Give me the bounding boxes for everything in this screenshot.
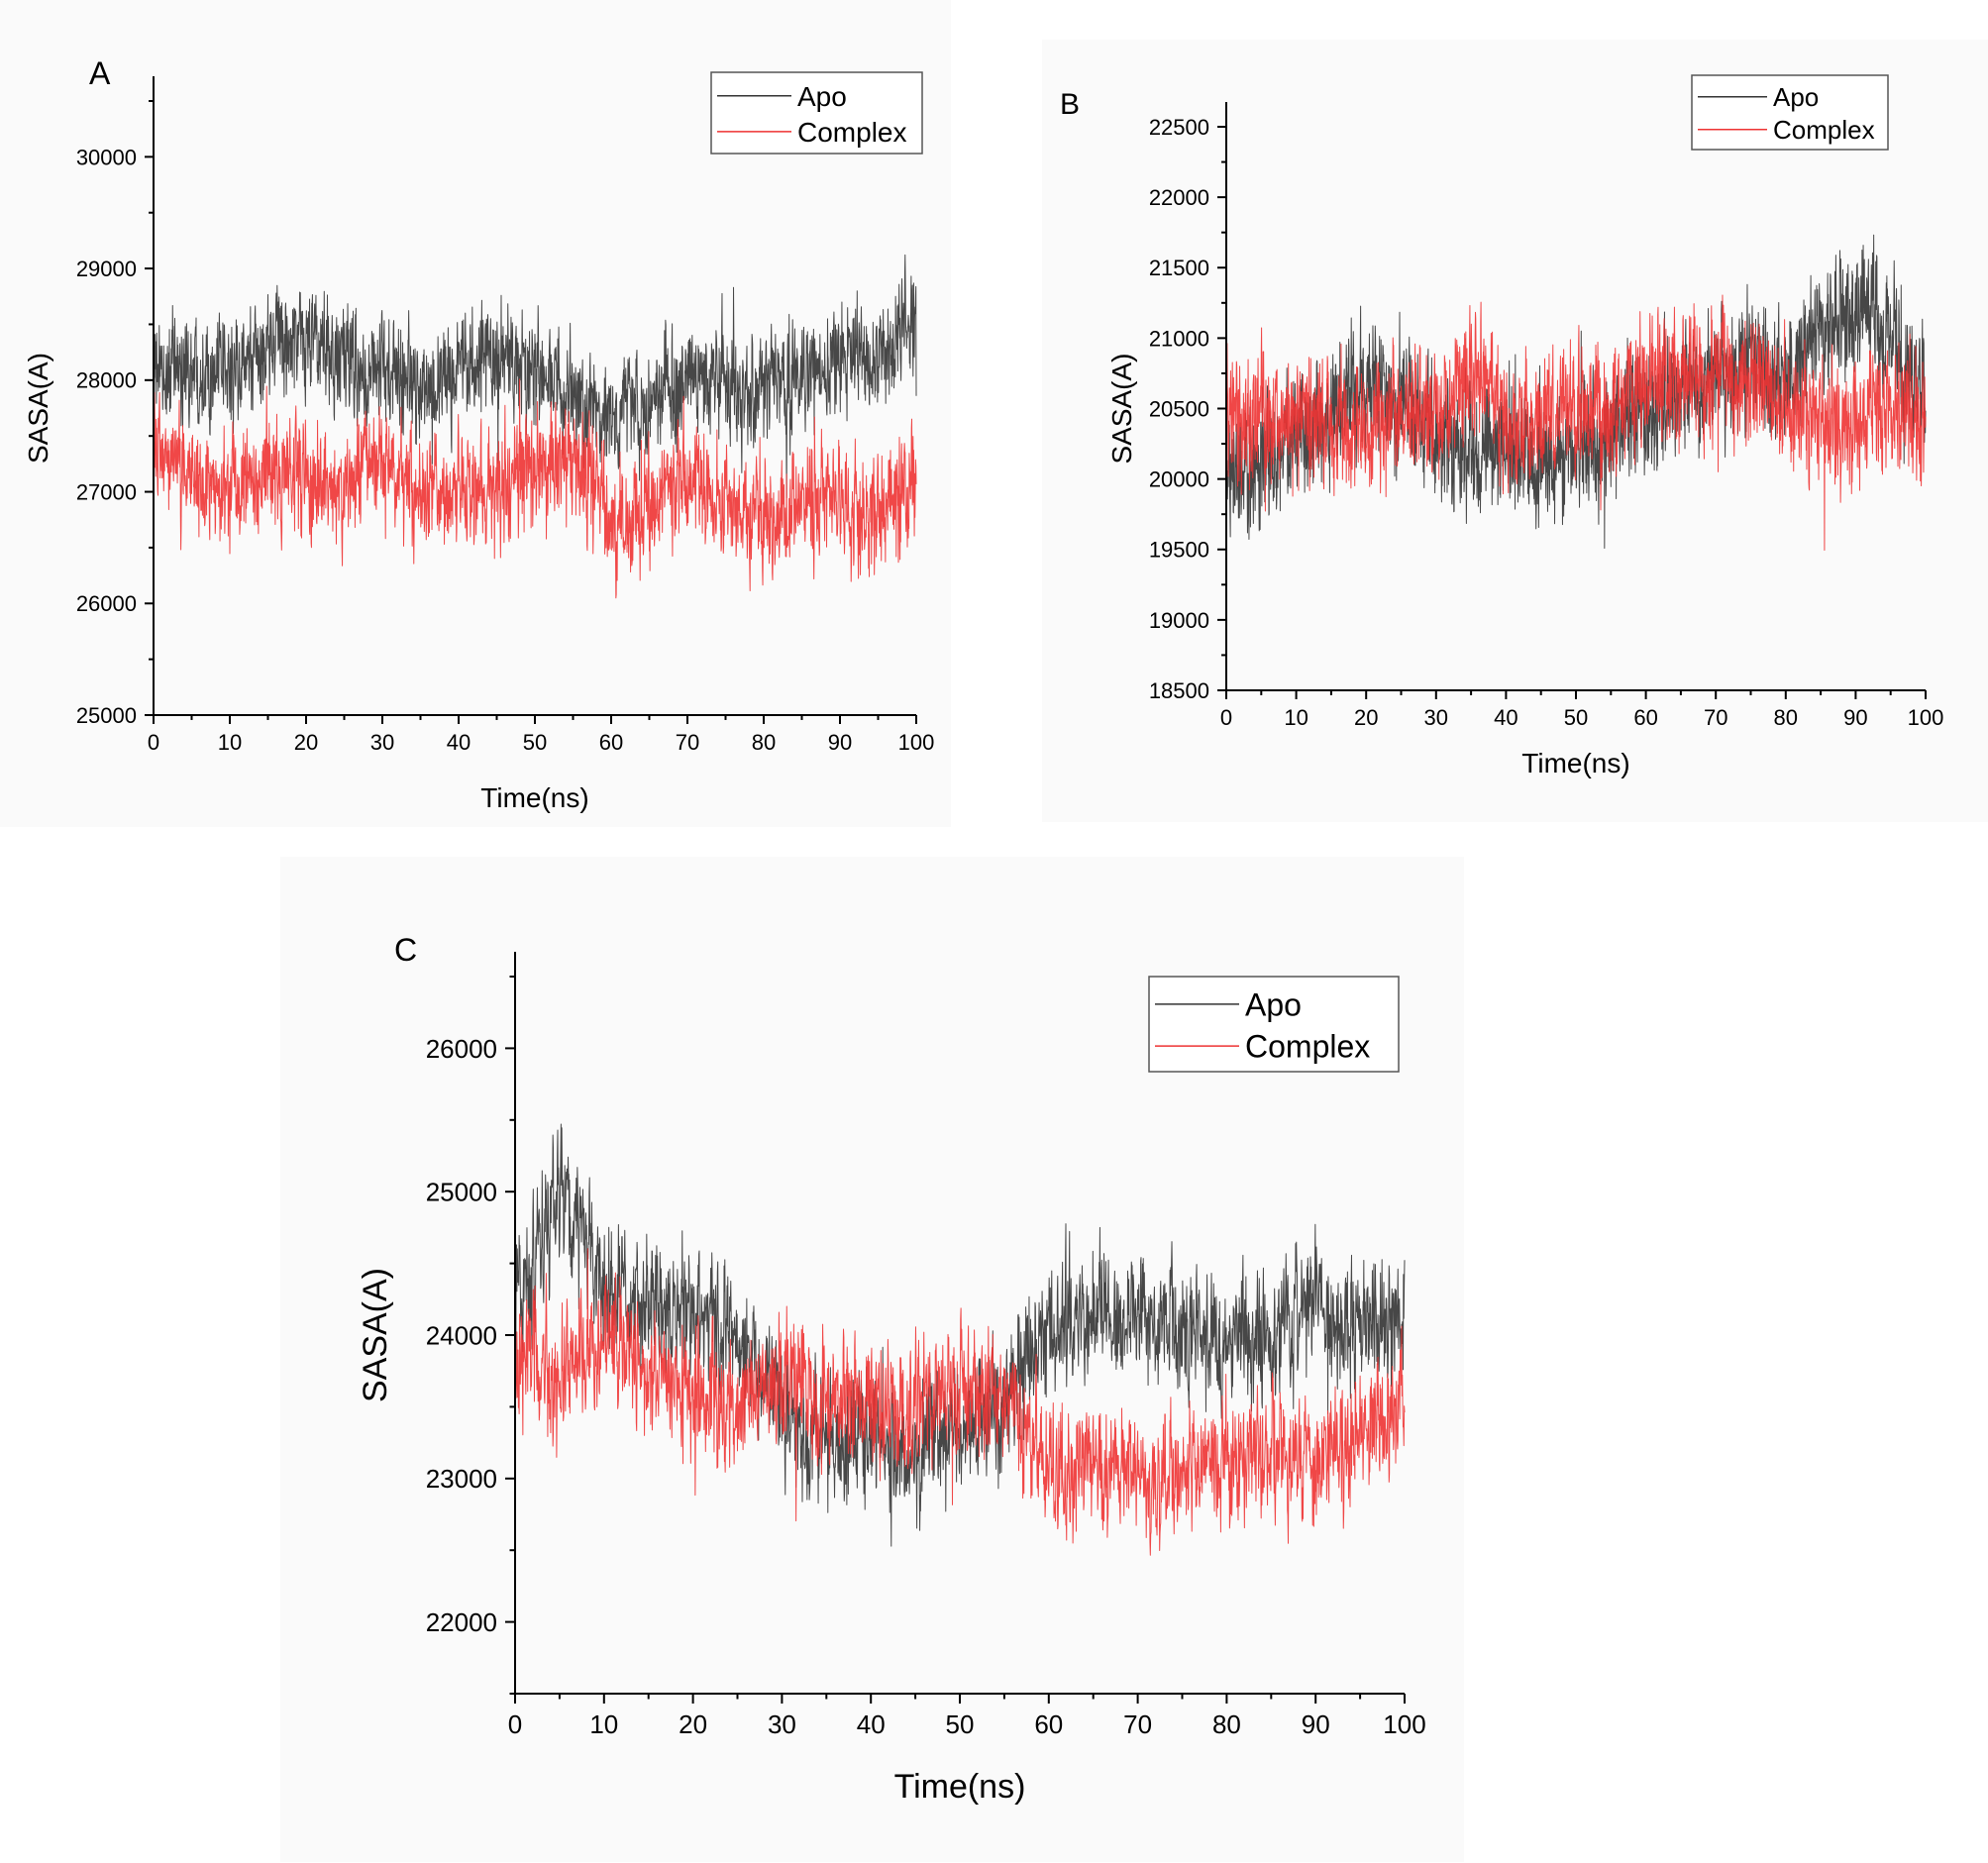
- y-tick-label: 25000: [426, 1178, 497, 1207]
- x-tick-label: 0: [1220, 705, 1232, 730]
- legend-label-complex: Complex: [1773, 115, 1875, 145]
- x-tick-label: 60: [1034, 1709, 1063, 1739]
- y-tick-label: 24000: [426, 1320, 497, 1350]
- y-tick-label: 20500: [1149, 396, 1209, 421]
- chart-panel-c: 0 10 20 30 40 50 60 70 80 90 100 22000 23000 24000 250…: [280, 857, 1464, 1862]
- series-line-apo: [514, 1123, 1406, 1547]
- y-tick-label: 26000: [426, 1034, 497, 1064]
- x-axis-label: Time(ns): [480, 782, 588, 813]
- x-tick-label: 50: [523, 730, 547, 755]
- x-axis-label: Time(ns): [1521, 748, 1629, 778]
- legend-label-apo: Apo: [1245, 986, 1302, 1022]
- x-tick-label: 100: [898, 730, 935, 755]
- x-tick-label: 60: [599, 730, 623, 755]
- y-tick-label: 20000: [1149, 467, 1209, 492]
- x-tick-label: 90: [828, 730, 852, 755]
- y-tick-label: 29000: [76, 257, 137, 281]
- x-tick-label: 100: [1908, 705, 1944, 730]
- x-tick-label: 0: [148, 730, 159, 755]
- x-tick-label: 60: [1633, 705, 1657, 730]
- y-tick-label: 22000: [1149, 185, 1209, 210]
- y-tick-label: 27000: [76, 479, 137, 504]
- legend-label-apo: Apo: [797, 81, 847, 112]
- x-tick-label: 80: [752, 730, 776, 755]
- y-tick-label: 30000: [76, 145, 137, 169]
- x-tick-label: 10: [218, 730, 242, 755]
- x-axis-label: Time(ns): [894, 1768, 1026, 1806]
- x-tick-label: 40: [447, 730, 471, 755]
- y-axis-label: SASA(A): [357, 1268, 394, 1402]
- chart-panel-a: 0 10 20 30 40 50 60 70 80 90 100 25000 26000 27000 280…: [0, 0, 951, 827]
- x-tick-label: 70: [1123, 1709, 1152, 1739]
- chart-panel-b: 0 10 20 30 40 50 60 70 80 90 100 18500 19000 19500 200…: [1042, 40, 1988, 822]
- x-tick-label: 0: [508, 1709, 522, 1739]
- x-tick-label: 100: [1383, 1709, 1425, 1739]
- x-tick-label: 80: [1774, 705, 1798, 730]
- x-tick-label: 40: [1494, 705, 1517, 730]
- legend-box: [1691, 74, 1889, 151]
- y-tick-label: 21500: [1149, 256, 1209, 280]
- y-tick-label: 26000: [76, 591, 137, 616]
- legend-box: [710, 71, 923, 155]
- x-tick-label: 20: [1354, 705, 1378, 730]
- x-tick-label: 50: [946, 1709, 975, 1739]
- legend-label-complex: Complex: [1245, 1029, 1370, 1065]
- series-line-complex: [514, 1248, 1406, 1556]
- x-tick-label: 80: [1212, 1709, 1241, 1739]
- series-line-complex: [153, 378, 917, 599]
- x-tick-label: 30: [1424, 705, 1448, 730]
- x-tick-label: 90: [1302, 1709, 1330, 1739]
- x-tick-label: 90: [1843, 705, 1867, 730]
- x-tick-label: 20: [679, 1709, 707, 1739]
- y-axis-label: SASA(A): [1106, 353, 1137, 464]
- y-tick-label: 22000: [426, 1607, 497, 1637]
- y-tick-label: 28000: [76, 368, 137, 393]
- legend: Apo Complex: [710, 71, 923, 155]
- x-tick-label: 20: [294, 730, 318, 755]
- panel-letter: B: [1060, 88, 1080, 121]
- x-tick-label: 50: [1564, 705, 1588, 730]
- legend-label-apo: Apo: [1773, 82, 1819, 112]
- y-axis-label: SASA(A): [23, 353, 53, 464]
- y-tick-label: 25000: [76, 703, 137, 728]
- panel-letter: C: [394, 932, 417, 968]
- y-tick-label: 18500: [1149, 678, 1209, 703]
- x-tick-label: 70: [676, 730, 699, 755]
- series-line-complex: [1225, 294, 1927, 551]
- y-tick-label: 21000: [1149, 326, 1209, 351]
- series-line-apo: [153, 254, 917, 498]
- y-tick-label: 23000: [426, 1464, 497, 1494]
- x-tick-label: 70: [1704, 705, 1727, 730]
- legend-box: [1148, 976, 1400, 1073]
- x-tick-label: 30: [768, 1709, 796, 1739]
- x-tick-label: 30: [370, 730, 394, 755]
- panel-letter: A: [89, 55, 111, 91]
- x-tick-label: 10: [1284, 705, 1308, 730]
- legend: Apo Complex: [1148, 976, 1400, 1073]
- legend-label-complex: Complex: [797, 117, 906, 148]
- y-tick-label: 22500: [1149, 115, 1209, 140]
- y-tick-label: 19500: [1149, 538, 1209, 563]
- y-tick-label: 19000: [1149, 608, 1209, 633]
- x-tick-label: 40: [857, 1709, 886, 1739]
- x-tick-label: 10: [589, 1709, 618, 1739]
